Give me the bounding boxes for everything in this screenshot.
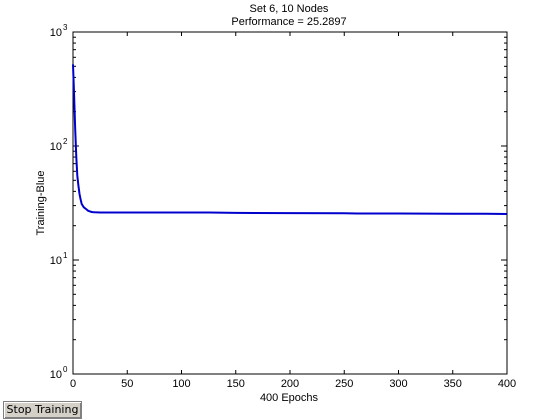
x-axis-label: 400 Epochs [260,392,319,404]
y-tick-base: 10 [50,141,62,153]
y-tick-base: 10 [50,27,62,39]
plot-area [72,31,508,375]
chart-subtitle: Performance = 25.2897 [231,16,346,28]
y-tick-base: 10 [50,255,62,267]
x-tick-label: 400 [498,378,516,390]
x-tick-label: 50 [121,378,133,390]
x-tick-label: 250 [335,378,353,390]
x-tick-label: 150 [227,378,245,390]
y-tick-label: 10 [50,141,62,153]
series-layer [72,64,508,215]
x-tick-label: 350 [444,378,462,390]
y-tick-base: 10 [50,369,62,381]
x-tick-label: 100 [172,378,190,390]
x-axis-ticks: 0 50 100 150 200 250 300 350 400 [70,32,516,390]
y-tick-label: 10 [50,255,62,267]
y-tick-exponent: 3 [63,23,68,32]
chart-title: Set 6, 10 Nodes [250,3,329,15]
y-tick-exponent: 1 [63,251,68,260]
x-tick-label: 300 [389,378,407,390]
stop-training-button[interactable]: Stop Training [3,401,82,419]
y-tick-exponent: 2 [63,137,68,146]
x-tick-label: 200 [281,378,299,390]
y-tick-label: 10 [50,27,62,39]
training-series-line [72,64,508,215]
x-tick-label: 0 [70,378,76,390]
y-tick-exponent: 0 [63,365,68,374]
y-axis-label: Training-Blue [35,170,47,235]
y-tick-label: 10 [50,369,62,381]
